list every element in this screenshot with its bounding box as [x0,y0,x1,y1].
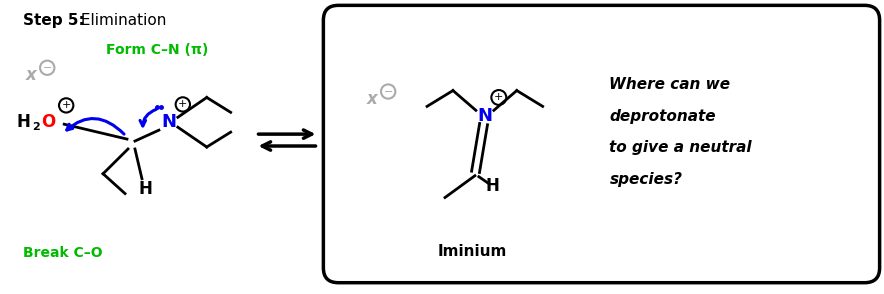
Text: H: H [16,113,30,131]
Text: x: x [26,66,36,84]
Text: H: H [486,177,499,195]
Text: +: + [494,93,504,103]
Text: Where can we: Where can we [609,77,730,92]
Text: Elimination: Elimination [76,13,166,28]
Text: deprotonate: deprotonate [609,109,716,124]
Text: +: + [179,99,187,109]
Text: 2: 2 [33,122,40,132]
Text: O: O [42,113,56,131]
Text: Iminium: Iminium [438,243,507,258]
Text: −: − [42,63,52,73]
Text: Step 5:: Step 5: [23,13,85,28]
Text: H: H [139,180,153,198]
Text: Break C–O: Break C–O [23,246,103,260]
Text: species?: species? [609,172,682,187]
Text: −: − [384,86,392,96]
Text: x: x [367,91,377,108]
Text: to give a neutral: to give a neutral [609,141,752,156]
FancyBboxPatch shape [324,5,880,283]
Text: N: N [477,107,492,125]
Text: +: + [62,100,71,110]
Text: N: N [162,113,177,131]
Text: Form C–N (π): Form C–N (π) [106,43,209,57]
